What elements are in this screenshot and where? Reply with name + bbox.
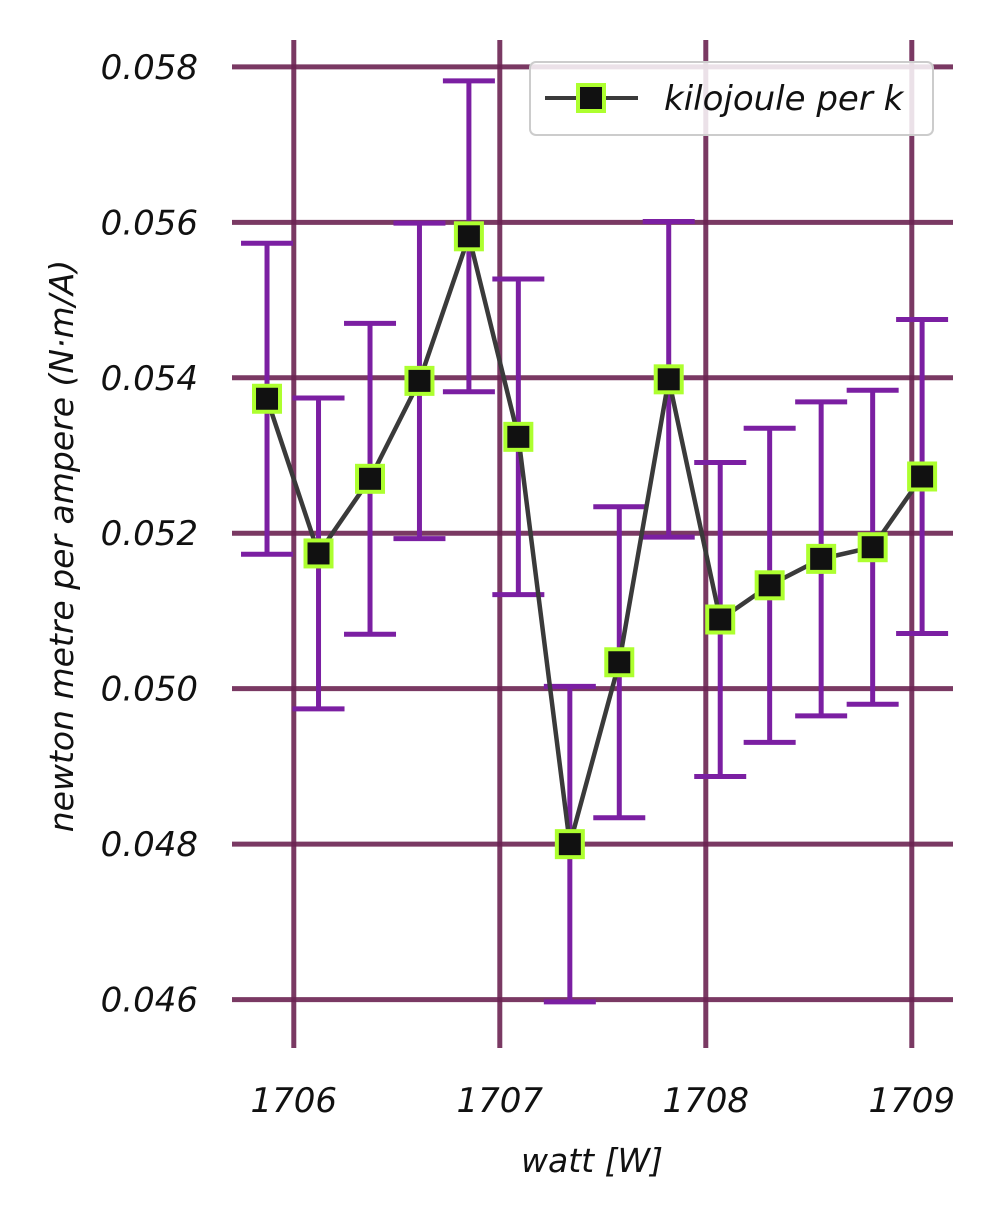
y-axis-ticks: 0.046 0.048 0.050 0.052 0.054 0.056 0.058 [101,48,198,1021]
data-point-marker [355,463,386,494]
data-point-marker [705,604,736,635]
error-bars [241,78,949,1005]
data-point-marker [303,538,334,569]
x-axis-label: watt [W] [521,1141,663,1180]
y-tick-label: 0.052 [101,514,198,554]
data-point-marker [252,383,283,414]
y-tick-label: 0.046 [101,981,198,1021]
grid [232,40,953,1048]
data-point-marker [554,829,585,860]
series-line [264,234,924,847]
x-tick-label: 1708 [663,1081,750,1121]
data-point-marker [604,647,635,678]
legend-marker-swatch [576,83,606,113]
y-tick-label: 0.056 [101,203,198,243]
y-tick-label: 0.048 [101,825,198,865]
y-tick-label: 0.058 [101,48,198,88]
data-point-marker [503,421,534,452]
y-axis-label: newton metre per ampere (N·m/A) [42,260,81,833]
data-point-marker [653,364,684,395]
data-point-marker [404,365,435,396]
data-point-marker [857,532,888,563]
data-point-marker [754,570,785,601]
legend-label: kilojoule per k [664,79,905,119]
y-tick-label: 0.054 [101,359,198,399]
x-axis-ticks: 1706 1707 1708 1709 [251,1081,956,1121]
data-point-marker [907,461,938,492]
data-points [252,221,938,860]
data-point-marker [806,543,837,574]
x-tick-label: 1706 [251,1081,338,1121]
y-tick-label: 0.050 [101,670,198,710]
legend: kilojoule per k [529,61,934,136]
data-point-marker [453,221,484,252]
x-tick-label: 1707 [457,1081,544,1121]
x-tick-label: 1709 [869,1081,956,1121]
legend-box [529,61,934,136]
series-lines [264,234,924,847]
